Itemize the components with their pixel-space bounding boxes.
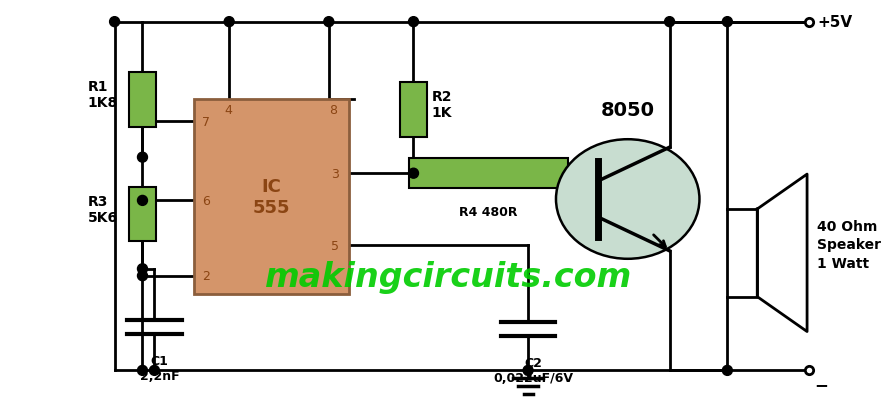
Text: makingcircuits.com: makingcircuits.com xyxy=(264,261,632,294)
Circle shape xyxy=(323,18,334,28)
Bar xyxy=(409,159,568,189)
Circle shape xyxy=(409,169,418,179)
Text: 5: 5 xyxy=(331,239,339,252)
Ellipse shape xyxy=(556,140,700,259)
Text: −: − xyxy=(814,375,828,393)
Circle shape xyxy=(137,153,148,163)
Circle shape xyxy=(137,196,148,206)
Circle shape xyxy=(150,365,159,375)
Text: 4: 4 xyxy=(224,103,232,117)
Circle shape xyxy=(409,18,418,28)
Bar xyxy=(400,83,427,138)
Text: 2: 2 xyxy=(202,269,211,283)
Circle shape xyxy=(137,271,148,281)
Circle shape xyxy=(665,18,675,28)
Text: 7: 7 xyxy=(202,115,211,128)
Text: 8050: 8050 xyxy=(600,101,655,119)
Text: IC
555: IC 555 xyxy=(253,178,290,217)
Circle shape xyxy=(137,365,148,375)
Text: R2
1K: R2 1K xyxy=(432,90,452,120)
Text: 3: 3 xyxy=(331,167,339,180)
Polygon shape xyxy=(757,175,807,332)
Text: 6: 6 xyxy=(202,194,211,207)
Text: 8: 8 xyxy=(329,103,337,117)
Bar xyxy=(728,209,757,297)
Bar xyxy=(194,100,349,294)
Text: C1
2,2nF: C1 2,2nF xyxy=(140,354,179,383)
Text: R1
1K8: R1 1K8 xyxy=(88,80,118,110)
Bar xyxy=(128,73,157,128)
Text: R3
5K6: R3 5K6 xyxy=(88,194,117,225)
Text: 40 Ohm
Speaker
1 Watt: 40 Ohm Speaker 1 Watt xyxy=(817,219,881,270)
Circle shape xyxy=(722,18,732,28)
Bar xyxy=(128,187,157,242)
Circle shape xyxy=(224,18,234,28)
Circle shape xyxy=(109,18,119,28)
Circle shape xyxy=(722,365,732,375)
Text: +5V: +5V xyxy=(817,15,852,30)
Text: R4 480R: R4 480R xyxy=(459,205,518,218)
Text: C2
0,022uF/6V: C2 0,022uF/6V xyxy=(493,356,573,385)
Circle shape xyxy=(523,365,533,375)
Circle shape xyxy=(137,264,148,274)
